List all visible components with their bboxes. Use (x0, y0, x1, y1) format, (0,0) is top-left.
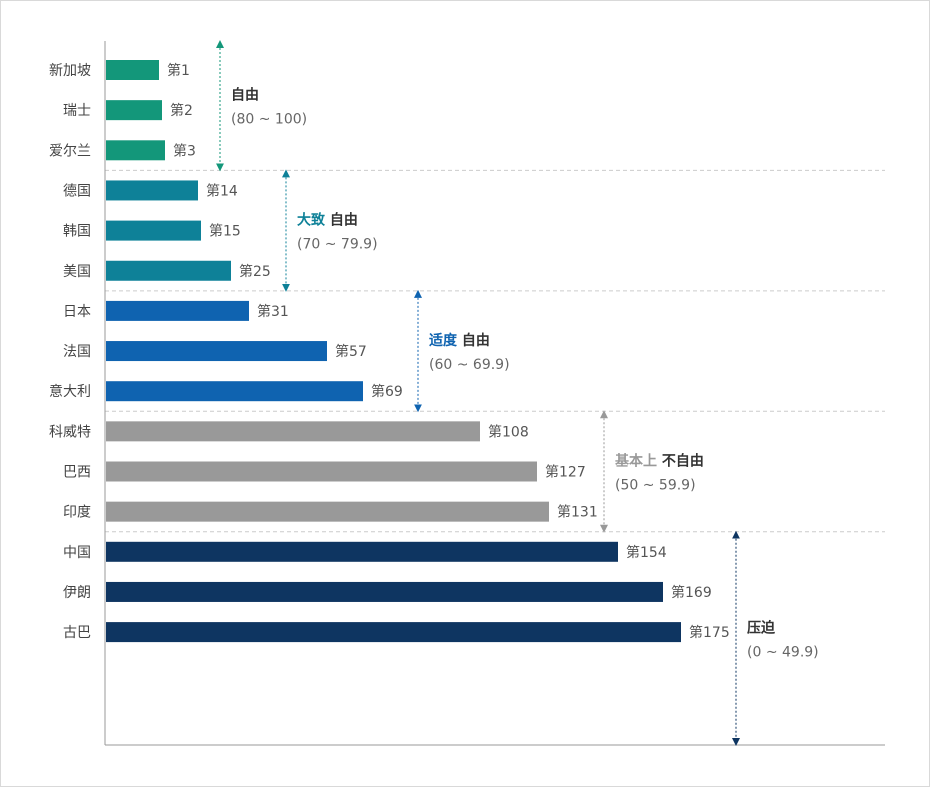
bar-series: 新加坡 第1 瑞士 第2 爱尔兰 第3 德国 第14 韩国 第15 美国 第25 日本 第31 法国 第57 意… (49, 60, 730, 643)
group-qualifier: 适度 (429, 332, 462, 349)
category-label: 古巴 (63, 625, 91, 641)
value-label: 第131 (557, 504, 598, 521)
value-label: 第169 (671, 584, 712, 601)
value-label: 第25 (239, 263, 271, 280)
category-label: 印度 (63, 505, 91, 521)
bar-mark (106, 100, 162, 121)
bar-mark (106, 260, 231, 281)
group-range: (60 ~ 69.9) (429, 357, 510, 373)
group-qualifier: 基本上 (615, 453, 662, 470)
bar-mark (106, 300, 249, 321)
value-label: 第69 (371, 383, 403, 400)
value-label: 第2 (170, 102, 193, 119)
group-separators (105, 169, 885, 533)
category-label: 巴西 (63, 465, 91, 481)
bar-mark (106, 220, 201, 241)
category-label: 意大利 (49, 383, 91, 400)
group-title: 压迫 (747, 619, 776, 636)
bar-mark (106, 381, 363, 402)
bar-mark (106, 140, 165, 161)
group-range: (50 ~ 59.9) (615, 478, 696, 494)
bar-mark (106, 180, 198, 201)
bar-mark (106, 622, 681, 643)
value-label: 第57 (335, 343, 367, 360)
group-name: 不自由 (662, 453, 704, 470)
value-label: 第3 (173, 142, 196, 159)
category-label: 伊朗 (63, 585, 91, 601)
category-label: 法国 (63, 344, 91, 360)
category-label: 瑞士 (63, 103, 91, 119)
bar-mark (106, 581, 663, 602)
category-label: 科威特 (49, 424, 91, 440)
bar-mark (106, 541, 618, 562)
category-label: 美国 (63, 264, 91, 280)
group-range: (80 ~ 100) (231, 112, 307, 128)
group-name: 压迫 (747, 619, 776, 636)
bar-mark (106, 421, 480, 442)
group-range-annotations: 自由 (80 ~ 100) 大致 自由 (70 ~ 79.9) 适度 自由 (60 ~ 6… (216, 40, 819, 746)
bar-mark (106, 461, 537, 482)
group-range: (0 ~ 49.9) (747, 644, 819, 660)
value-label: 第154 (626, 544, 667, 561)
value-label: 第1 (167, 62, 190, 79)
group-range: (70 ~ 79.9) (297, 237, 378, 253)
value-label: 第15 (209, 223, 241, 240)
category-label: 新加坡 (49, 63, 91, 79)
category-label: 中国 (63, 545, 91, 561)
category-label: 爱尔兰 (49, 143, 91, 159)
group-name: 自由 (231, 87, 259, 104)
value-label: 第175 (689, 624, 730, 641)
group-title: 大致 自由 (297, 212, 358, 229)
axes (104, 41, 885, 746)
value-label: 第127 (545, 464, 586, 481)
bar-mark (106, 341, 327, 362)
group-title: 适度 自由 (429, 332, 490, 349)
group-title: 自由 (231, 87, 259, 104)
value-label: 第14 (206, 182, 238, 199)
group-name: 自由 (462, 332, 490, 349)
group-title: 基本上 不自由 (615, 453, 704, 470)
value-label: 第31 (257, 303, 289, 320)
category-label: 日本 (63, 304, 91, 320)
group-name: 自由 (330, 212, 358, 229)
value-label: 第108 (488, 423, 529, 440)
bar-mark (106, 501, 549, 522)
category-label: 韩国 (63, 224, 91, 240)
category-label: 德国 (63, 183, 91, 199)
bar-mark (106, 60, 159, 80)
group-qualifier: 大致 (297, 212, 330, 229)
